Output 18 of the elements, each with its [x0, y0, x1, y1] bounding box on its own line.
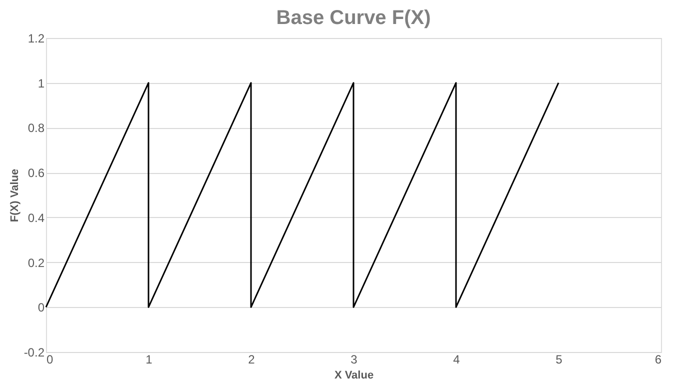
y-tick-label: 1.2 [28, 32, 45, 46]
y-tick-label: 0.6 [28, 166, 45, 180]
y-tick-label: 0.4 [28, 210, 45, 225]
x-tick-label: 5 [556, 352, 563, 366]
x-axis-title: X Value [334, 370, 374, 382]
y-tick-label: 0.2 [28, 256, 45, 270]
y-tick-label: 0.8 [28, 121, 45, 136]
y-axis-title: F(X) Value [8, 168, 21, 222]
x-tick-label: 6 [654, 352, 662, 366]
x-tick-label: 1 [146, 352, 153, 366]
x-tick-label: 2 [248, 352, 256, 366]
x-tick-label: 0 [46, 352, 54, 366]
y-tick-label: 1 [38, 76, 45, 90]
y-tick-label: -0.2 [24, 346, 45, 360]
x-tick-label: 3 [350, 352, 358, 366]
y-tick-label: 0 [38, 300, 45, 315]
chart-title: Base Curve F(X) [276, 7, 431, 29]
x-tick-label: 4 [453, 352, 460, 366]
